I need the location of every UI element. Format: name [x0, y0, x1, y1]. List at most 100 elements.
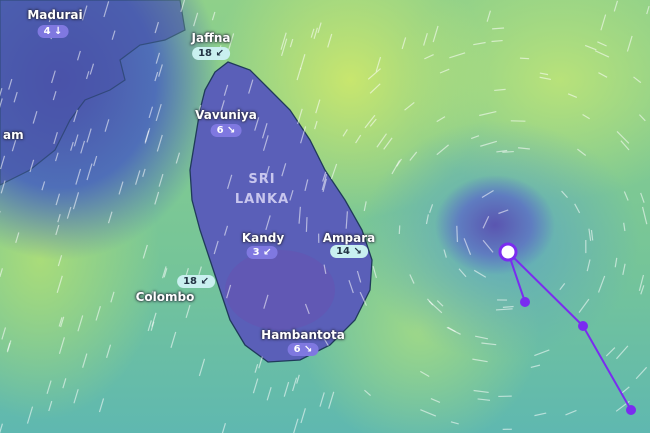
wind-streak — [154, 191, 160, 205]
wind-streak — [261, 122, 268, 139]
wind-streak — [439, 68, 450, 74]
wind-streak — [142, 244, 148, 259]
city-partial-label[interactable]: am — [3, 128, 24, 142]
wind-streak — [534, 412, 547, 417]
wind-streak — [73, 389, 79, 404]
wind-badge-madurai[interactable]: 4 ↓ — [37, 25, 69, 38]
track-point[interactable] — [520, 297, 530, 307]
wind-streak — [486, 10, 492, 22]
wind-streak — [32, 111, 38, 124]
city-jaffna[interactable]: Jaffna — [191, 31, 231, 45]
wind-streak — [456, 225, 459, 242]
wind-streak — [158, 64, 163, 77]
wind-streak — [226, 284, 232, 299]
wind-streak — [481, 189, 494, 199]
wind-streak — [26, 406, 34, 424]
wind-streak — [51, 70, 56, 84]
wind-badge-vavuniya[interactable]: 6 ↘ — [210, 124, 242, 137]
wind-badge-kandy[interactable]: 3 ↙ — [246, 246, 278, 259]
wind-streak — [283, 381, 290, 397]
wind-streak — [304, 179, 309, 192]
wind-streak — [46, 380, 52, 395]
wind-streak — [479, 110, 497, 117]
wind-streak — [106, 344, 112, 358]
wind-streak — [345, 211, 348, 229]
wind-streak — [266, 386, 272, 401]
wind-streak — [614, 257, 618, 268]
wind-streak — [193, 12, 199, 27]
wind-badge-ampara[interactable]: 14 ↘ — [330, 245, 368, 258]
wind-streak — [620, 386, 630, 394]
wind-streak — [436, 300, 444, 307]
wind-streak — [58, 337, 65, 355]
wind-streak — [582, 113, 590, 120]
wind-streak — [458, 268, 467, 278]
wind-badge-colombo[interactable]: 18 ↙ — [177, 275, 215, 288]
wind-streak — [56, 275, 63, 293]
wind-streak — [491, 39, 503, 43]
wind-streak — [264, 165, 270, 182]
wind-streak — [0, 423, 4, 433]
wind-streak — [622, 263, 626, 276]
city-vavuniya[interactable]: Vavuniya — [195, 108, 257, 122]
wind-streak — [98, 398, 105, 413]
city-colombo[interactable]: Colombo — [135, 290, 195, 304]
wind-streak — [248, 79, 254, 94]
wind-streak — [41, 181, 46, 191]
wind-direction-icon: ↘ — [353, 246, 362, 257]
city-hambantota[interactable]: Hambantota — [261, 328, 345, 342]
wind-streak — [0, 88, 3, 97]
city-madurai[interactable]: Madurai — [27, 8, 83, 22]
storm-center-icon[interactable] — [498, 242, 518, 262]
wind-badge-hambantota[interactable]: 6 ↘ — [287, 343, 319, 356]
wind-streak — [213, 240, 219, 255]
wind-streak — [196, 104, 202, 118]
wind-streak — [578, 298, 590, 313]
wind-streak — [518, 147, 530, 150]
wind-streak — [594, 50, 610, 58]
wind-streak — [620, 140, 630, 151]
wind-streak — [57, 214, 61, 223]
wind-streak — [482, 239, 494, 253]
wind-streak — [8, 78, 13, 90]
wind-streak — [615, 345, 629, 360]
wind-badge-jaffna[interactable]: 18 ↙ — [192, 47, 230, 60]
track-point[interactable] — [578, 321, 588, 331]
wind-streak — [633, 76, 642, 84]
wind-streak — [590, 229, 594, 241]
wind-streak — [55, 224, 60, 236]
wind-streak — [574, 203, 581, 214]
city-kandy[interactable]: Kandy — [241, 231, 285, 245]
wind-streak — [577, 148, 587, 156]
wind-streak — [321, 334, 329, 347]
wind-streak — [281, 38, 288, 57]
sri-lanka-island — [189, 61, 373, 363]
wind-streak — [156, 134, 163, 152]
wind-streak — [496, 149, 508, 153]
wind-streak — [473, 41, 486, 46]
wind-streak — [565, 409, 577, 416]
wind-streak — [396, 158, 403, 167]
wind-streak — [430, 398, 441, 403]
wind-streak — [355, 134, 362, 144]
wind-streak — [321, 174, 328, 191]
wind-streak — [473, 389, 489, 394]
track-point[interactable] — [626, 405, 636, 415]
wind-streak — [502, 150, 514, 153]
wind-streak — [0, 155, 6, 170]
wind-streak — [29, 159, 35, 173]
wind-streak — [144, 130, 150, 143]
wind-streak — [110, 291, 115, 303]
wind-streak — [304, 303, 310, 315]
wind-streak — [539, 76, 551, 81]
wind-streak — [429, 204, 434, 213]
wind-streak — [443, 249, 447, 258]
wind-streak — [254, 363, 259, 373]
wind-streak — [75, 168, 82, 185]
wind-streak — [623, 222, 626, 232]
wind-direction-icon: ↙ — [263, 247, 272, 258]
wind-streak — [646, 5, 650, 15]
city-ampara[interactable]: Ampara — [322, 231, 376, 245]
wind-streak — [436, 144, 449, 156]
